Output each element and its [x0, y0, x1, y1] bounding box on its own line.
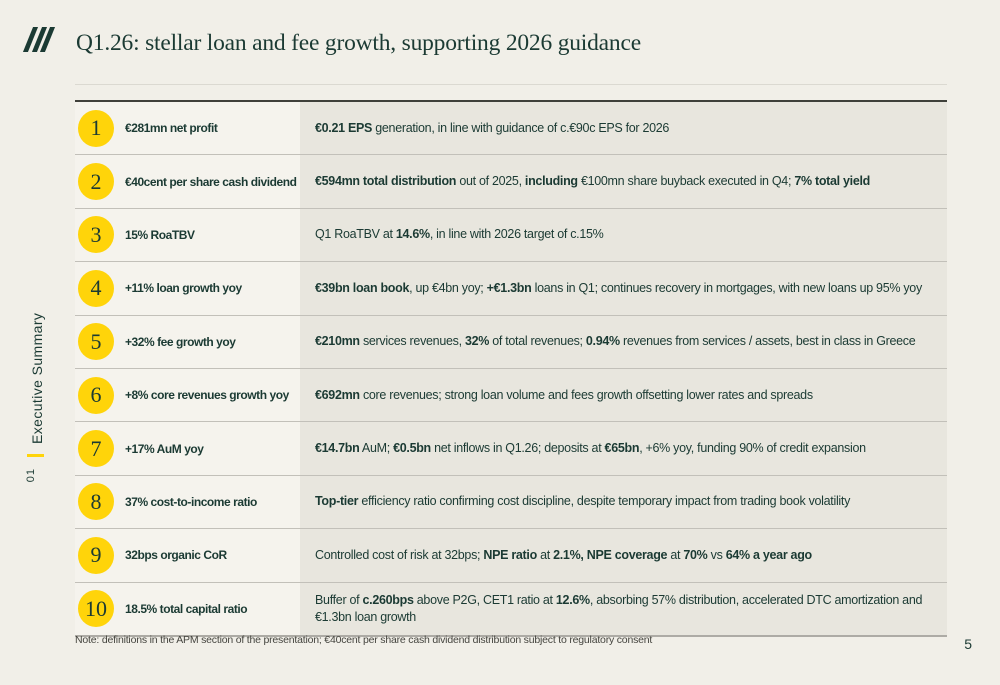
- table-row: 5 +32% fee growth yoy €210mn services reve…: [75, 314, 947, 368]
- row-description-cell: €594mn total distribution out of 2025, i…: [300, 155, 947, 208]
- row-description-cell: Controlled cost of risk at 32bps; NPE ra…: [300, 529, 947, 582]
- row-description-cell: €210mn services revenues, 32% of total r…: [300, 315, 947, 368]
- row-label: +17% AuM yoy: [125, 441, 204, 456]
- row-number-badge: 2: [78, 163, 114, 201]
- row-label: +11% loan growth yoy: [125, 281, 242, 296]
- row-label: 18.5% total capital ratio: [125, 601, 248, 616]
- row-label: 37% cost-to-income ratio: [125, 494, 257, 509]
- row-label: +8% core revenues growth yoy: [125, 388, 289, 403]
- row-label: 32bps organic CoR: [125, 548, 227, 563]
- row-key-cell: 6 +8% core revenues growth yoy: [75, 368, 300, 422]
- row-description-cell: €39bn loan book, up €4bn yoy; +€1.3bn lo…: [300, 262, 947, 315]
- row-description: €210mn services revenues, 32% of total r…: [315, 334, 916, 349]
- section-number: 01: [25, 468, 37, 483]
- table-row: 6 +8% core revenues growth yoy €692mn core…: [75, 367, 947, 422]
- table-row: 2 €40cent per share cash dividend €594mn t…: [75, 154, 947, 208]
- row-description: €39bn loan book, up €4bn yoy; +€1.3bn lo…: [315, 280, 922, 295]
- row-description: €0.21 EPS generation, in line with guida…: [315, 120, 670, 135]
- row-number-badge: 9: [78, 536, 114, 574]
- row-key-cell: 8 37% cost-to-income ratio: [75, 475, 300, 529]
- row-description: €594mn total distribution out of 2025, i…: [315, 174, 870, 189]
- row-number-badge: 3: [78, 216, 114, 254]
- row-description: Q1 RoaTBV at 14.6%, in line with 2026 ta…: [315, 227, 604, 242]
- row-number-badge: 10: [78, 590, 114, 628]
- row-description-cell: Top-tier efficiency ratio confirming cos…: [300, 475, 947, 529]
- section-dash-icon: [27, 454, 44, 457]
- table-row: 8 37% cost-to-income ratio Top-tier effici…: [75, 474, 947, 529]
- row-key-cell: 1 €281mn net profit: [75, 102, 300, 155]
- row-description: Buffer of c.260bps above P2G, CET1 ratio…: [315, 592, 923, 624]
- table-row: 7 +17% AuM yoy €14.7bn AuM; €0.5bn net inf…: [75, 421, 947, 475]
- row-label: +32% fee growth yoy: [125, 334, 236, 349]
- row-description-cell: Buffer of c.260bps above P2G, CET1 ratio…: [300, 582, 947, 635]
- summary-table: 1 €281mn net profit €0.21 EPS generation, …: [75, 100, 947, 637]
- row-description: Top-tier efficiency ratio confirming cos…: [315, 494, 851, 509]
- row-description-cell: Q1 RoaTBV at 14.6%, in line with 2026 ta…: [300, 208, 947, 262]
- row-number-badge: 1: [78, 109, 114, 147]
- row-key-cell: 5 +32% fee growth yoy: [75, 315, 300, 368]
- row-number-badge: 4: [78, 269, 114, 307]
- table-row: 1 €281mn net profit €0.21 EPS generation, …: [75, 102, 947, 155]
- section-label: Executive Summary: [29, 312, 45, 444]
- row-number-badge: 7: [78, 430, 114, 468]
- row-number-badge: 5: [78, 323, 114, 361]
- row-key-cell: 3 15% RoaTBV: [75, 208, 300, 262]
- row-label: €281mn net profit: [125, 121, 218, 136]
- table-row: 9 32bps organic CoR Controlled cost of ris…: [75, 528, 947, 582]
- row-description-cell: €0.21 EPS generation, in line with guida…: [300, 102, 947, 155]
- row-key-cell: 4 +11% loan growth yoy: [75, 262, 300, 315]
- row-number-badge: 6: [78, 376, 114, 414]
- row-description: €14.7bn AuM; €0.5bn net inflows in Q1.26…: [315, 441, 866, 456]
- row-key-cell: 7 +17% AuM yoy: [75, 422, 300, 475]
- row-description-cell: €14.7bn AuM; €0.5bn net inflows in Q1.26…: [300, 422, 947, 475]
- slide-title: Q1.26: stellar loan and fee growth, supp…: [76, 30, 641, 56]
- row-key-cell: 2 €40cent per share cash dividend: [75, 155, 300, 208]
- row-key-cell: 9 32bps organic CoR: [75, 529, 300, 582]
- page-number: 5: [964, 636, 972, 652]
- row-key-cell: 10 18.5% total capital ratio: [75, 582, 300, 635]
- piraeus-logo-icon: [22, 27, 56, 52]
- row-description: Controlled cost of risk at 32bps; NPE ra…: [315, 547, 812, 562]
- table-row: 10 18.5% total capital ratio Buffer of c.2…: [75, 581, 947, 635]
- row-description-cell: €692mn core revenues; strong loan volume…: [300, 368, 947, 422]
- table-row: 3 15% RoaTBV Q1 RoaTBV at 14.6%, in line w…: [75, 207, 947, 262]
- row-label: 15% RoaTBV: [125, 227, 195, 242]
- row-description: €692mn core revenues; strong loan volume…: [315, 387, 813, 402]
- title-divider: [75, 84, 947, 85]
- row-label: €40cent per share cash dividend: [125, 174, 297, 189]
- table-row: 4 +11% loan growth yoy €39bn loan book, up…: [75, 261, 947, 315]
- row-number-badge: 8: [78, 483, 114, 521]
- footnote: Note: definitions in the APM section of …: [75, 634, 653, 646]
